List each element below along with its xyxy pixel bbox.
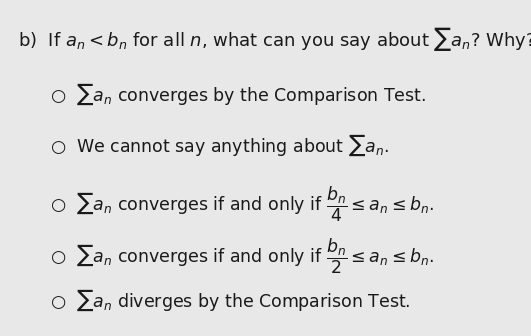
Text: $\bigcirc$  $\sum a_n$ diverges by the Comparison Test.: $\bigcirc$ $\sum a_n$ diverges by the Co… xyxy=(50,288,410,313)
Text: $\bigcirc$  $\sum a_n$ converges if and only if $\dfrac{b_n}{4} \leq a_n \leq b_: $\bigcirc$ $\sum a_n$ converges if and o… xyxy=(50,185,434,224)
Text: b)  If $a_n < b_n$ for all $n$, what can you say about $\sum a_n$? Why?: b) If $a_n < b_n$ for all $n$, what can … xyxy=(18,25,531,53)
Text: $\bigcirc$  We cannot say anything about $\sum a_n$.: $\bigcirc$ We cannot say anything about … xyxy=(50,133,389,158)
Text: $\bigcirc$  $\sum a_n$ converges by the Comparison Test.: $\bigcirc$ $\sum a_n$ converges by the C… xyxy=(50,81,426,107)
Text: $\bigcirc$  $\sum a_n$ converges if and only if $\dfrac{b_n}{2} \leq a_n \leq b_: $\bigcirc$ $\sum a_n$ converges if and o… xyxy=(50,236,434,276)
